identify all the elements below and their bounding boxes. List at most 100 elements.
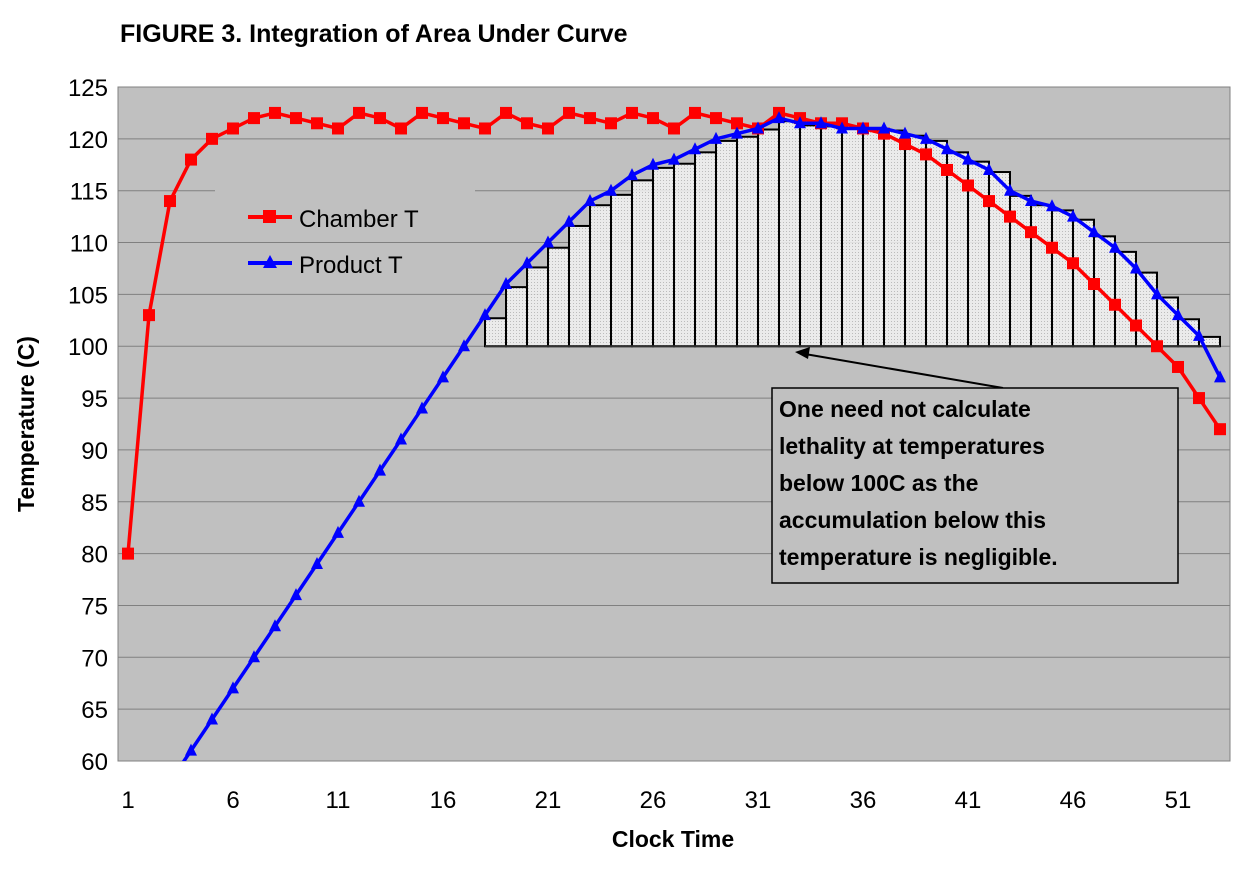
chamber-point [920,148,932,161]
product-point [626,168,638,181]
chamber-point [563,106,575,119]
x-tick-label: 6 [226,787,239,814]
chamber-point [479,122,491,135]
chamber-point [962,179,974,192]
chamber-point [941,163,953,176]
chamber-point [164,195,176,208]
x-tick-label: 46 [1060,787,1087,814]
area-bar [547,246,570,348]
x-tick-label: 51 [1165,787,1192,814]
product-point [269,619,281,632]
product-point [962,152,974,165]
product-point [227,681,239,694]
x-tick-label: 31 [745,787,772,814]
area-bar [694,151,717,348]
y-tick-label: 60 [81,749,108,776]
product-point [395,432,407,445]
chamber-point [647,112,659,125]
product-point [1088,225,1100,238]
chamber-point [983,195,995,208]
y-tick-label: 85 [81,490,108,517]
y-tick-label: 95 [81,386,108,413]
legend-product-marker [263,255,277,268]
area-bar [631,179,654,348]
x-tick-label: 16 [430,787,457,814]
y-axis-label: Temperature (C) [13,336,39,512]
product-point [1214,370,1226,383]
area-bar [652,166,675,348]
y-tick-label: 75 [81,593,108,620]
chamber-point [437,112,449,125]
area-bar [1093,235,1116,348]
chart-title: FIGURE 3. Integration of Area Under Curv… [120,20,628,48]
area-bar [799,124,822,348]
chamber-point [248,112,260,125]
product-point [1004,183,1016,196]
product-point [1109,240,1121,253]
area-bar [736,135,759,348]
product-point [731,126,743,139]
chamber-point [878,127,890,140]
product-point [668,152,680,165]
product-point [416,401,428,414]
legend: Chamber T Product T [215,190,475,279]
product-point [857,121,869,134]
area-bar [505,286,528,348]
product-point [458,339,470,352]
chamber-point [416,106,428,119]
chamber-point [206,132,218,145]
chamber-point [605,117,617,130]
product-point [311,556,323,569]
product-point [647,157,659,170]
chamber-point [227,122,239,135]
area-bar [610,193,633,348]
chamber-point [500,106,512,119]
product-point [752,121,764,134]
y-tick-label: 80 [81,542,108,569]
product-point [248,650,260,663]
product-point [437,370,449,383]
chamber-point [1046,241,1058,254]
legend-chamber-marker [263,210,276,223]
chamber-point [668,122,680,135]
chamber-point [584,112,596,125]
product-point [605,183,617,196]
y-tick-label: 100 [68,334,108,361]
product-point [563,214,575,227]
product-point [479,308,491,321]
chamber-point [1214,423,1226,436]
area-bar [862,128,885,348]
area-bar [757,128,780,348]
annotation-box [771,387,1179,584]
y-tick-label: 120 [68,127,108,154]
product-point [1046,199,1058,212]
chamber-point [1130,319,1142,332]
area-bar [526,266,549,348]
area-bar [715,139,738,348]
y-tick-label: 105 [68,282,108,309]
area-bar [841,127,864,348]
area-bar [778,120,801,348]
chamber-point [458,117,470,130]
chamber-point [395,122,407,135]
y-tick-label: 110 [70,231,108,258]
area-bar [673,162,696,348]
product-point [689,142,701,155]
product-point [374,463,386,476]
chamber-point [1004,210,1016,223]
chamber-point [185,153,197,166]
area-bar [820,125,843,348]
product-point [1067,209,1079,222]
product-point [794,116,806,129]
y-tick-label: 125 [68,75,108,102]
y-tick-label: 70 [81,645,108,672]
arrow-head-icon [795,347,810,359]
chamber-point [1109,298,1121,311]
chamber-point [521,117,533,130]
chamber-point [122,547,134,560]
area-bar [883,129,906,348]
chamber-point [731,117,743,130]
product-point [185,743,197,756]
x-axis-label: Clock Time [612,826,734,852]
